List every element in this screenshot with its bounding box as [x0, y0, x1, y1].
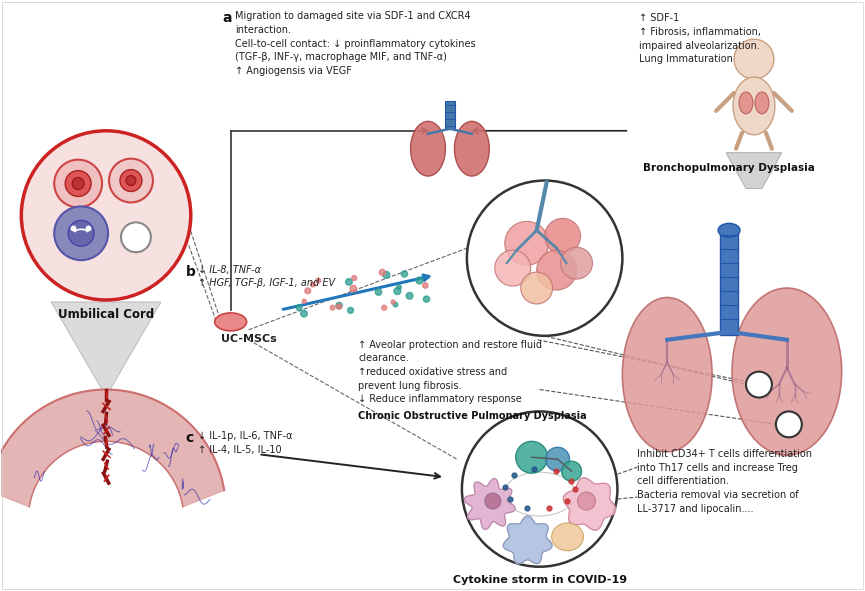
Point [419, 281, 432, 290]
Point [386, 297, 400, 307]
Circle shape [545, 218, 580, 254]
Polygon shape [0, 389, 224, 507]
Circle shape [578, 492, 595, 510]
Polygon shape [563, 478, 616, 530]
Ellipse shape [739, 92, 753, 114]
Point [388, 300, 402, 309]
Circle shape [121, 222, 151, 252]
Point [332, 301, 346, 310]
Point [292, 303, 306, 312]
Circle shape [536, 250, 577, 290]
Circle shape [462, 411, 618, 567]
Text: UC-MSCs: UC-MSCs [221, 334, 277, 344]
Circle shape [54, 206, 108, 260]
Circle shape [561, 461, 581, 481]
Ellipse shape [732, 288, 842, 455]
Text: b: b [186, 265, 195, 279]
Ellipse shape [755, 92, 769, 114]
Text: ↑ HGF, TGF-β, IGF-1, and EV: ↑ HGF, TGF-β, IGF-1, and EV [198, 278, 335, 288]
Point [297, 309, 311, 319]
Circle shape [505, 222, 548, 265]
Circle shape [22, 131, 191, 300]
Point [392, 282, 406, 292]
Circle shape [561, 247, 593, 279]
Circle shape [120, 170, 142, 191]
Ellipse shape [623, 297, 712, 452]
Circle shape [516, 441, 548, 473]
Point [342, 277, 356, 287]
Polygon shape [465, 479, 516, 530]
Circle shape [495, 250, 531, 286]
Point [332, 302, 346, 311]
Point [420, 294, 433, 304]
Text: Inhibit CD34+ T cells differentiation
into Th17 cells and increase Treg
cell dif: Inhibit CD34+ T cells differentiation in… [638, 449, 812, 514]
Text: ↑ SDF-1
↑ Fibrosis, inflammation,
impaired alveolarization.
Lung Immaturation: ↑ SDF-1 ↑ Fibrosis, inflammation, impair… [639, 14, 761, 64]
Polygon shape [51, 302, 161, 389]
Circle shape [467, 180, 623, 336]
Text: ↓ IL-1p, IL-6, TNF-α
↑ IL-4, IL-5, IL-10: ↓ IL-1p, IL-6, TNF-α ↑ IL-4, IL-5, IL-10 [198, 431, 292, 455]
Text: a: a [222, 11, 232, 25]
Point [377, 303, 391, 313]
Ellipse shape [718, 223, 740, 237]
Text: c: c [186, 431, 194, 446]
Point [398, 269, 412, 279]
Text: Bronchopulmonary Dysplasia: Bronchopulmonary Dysplasia [643, 163, 815, 173]
Circle shape [65, 171, 91, 196]
Text: Migration to damaged site via SDF-1 and CXCR4
interaction.
Cell-to-cell contact:: Migration to damaged site via SDF-1 and … [234, 11, 475, 76]
Point [346, 284, 360, 293]
Point [298, 297, 311, 306]
Point [380, 270, 394, 280]
Text: ↑ Aveolar protection and restore fluid
clearance.
↑reduced oxidative stress and
: ↑ Aveolar protection and restore fluid c… [358, 340, 542, 404]
Point [372, 287, 386, 297]
Circle shape [546, 447, 569, 471]
Point [301, 286, 315, 296]
Circle shape [72, 177, 84, 190]
Text: Umbilical Cord: Umbilical Cord [58, 308, 154, 321]
Text: Chronic Obstructive Pulmonary Dysplasia: Chronic Obstructive Pulmonary Dysplasia [358, 411, 586, 421]
Point [348, 274, 362, 283]
Point [413, 276, 426, 285]
Text: Cytokine storm in COVID-19: Cytokine storm in COVID-19 [452, 574, 627, 584]
Circle shape [109, 158, 153, 203]
Circle shape [776, 411, 802, 437]
Circle shape [484, 493, 501, 509]
Bar [445, 101, 455, 129]
Point [311, 276, 325, 285]
Bar [720, 230, 738, 335]
Point [325, 303, 339, 313]
Ellipse shape [215, 313, 247, 331]
Circle shape [746, 372, 772, 398]
Circle shape [54, 160, 102, 207]
Circle shape [68, 220, 94, 246]
Polygon shape [726, 152, 782, 189]
Circle shape [126, 176, 136, 186]
Point [375, 268, 389, 277]
Point [390, 287, 404, 296]
Polygon shape [503, 516, 552, 564]
Point [343, 306, 357, 315]
Ellipse shape [454, 121, 490, 176]
Point [306, 280, 320, 289]
Ellipse shape [552, 523, 584, 551]
Ellipse shape [733, 77, 775, 135]
Circle shape [734, 39, 774, 79]
Circle shape [521, 272, 553, 304]
Ellipse shape [411, 121, 445, 176]
Text: ↓ IL-8, TNF-α: ↓ IL-8, TNF-α [198, 265, 260, 275]
Point [402, 291, 416, 301]
